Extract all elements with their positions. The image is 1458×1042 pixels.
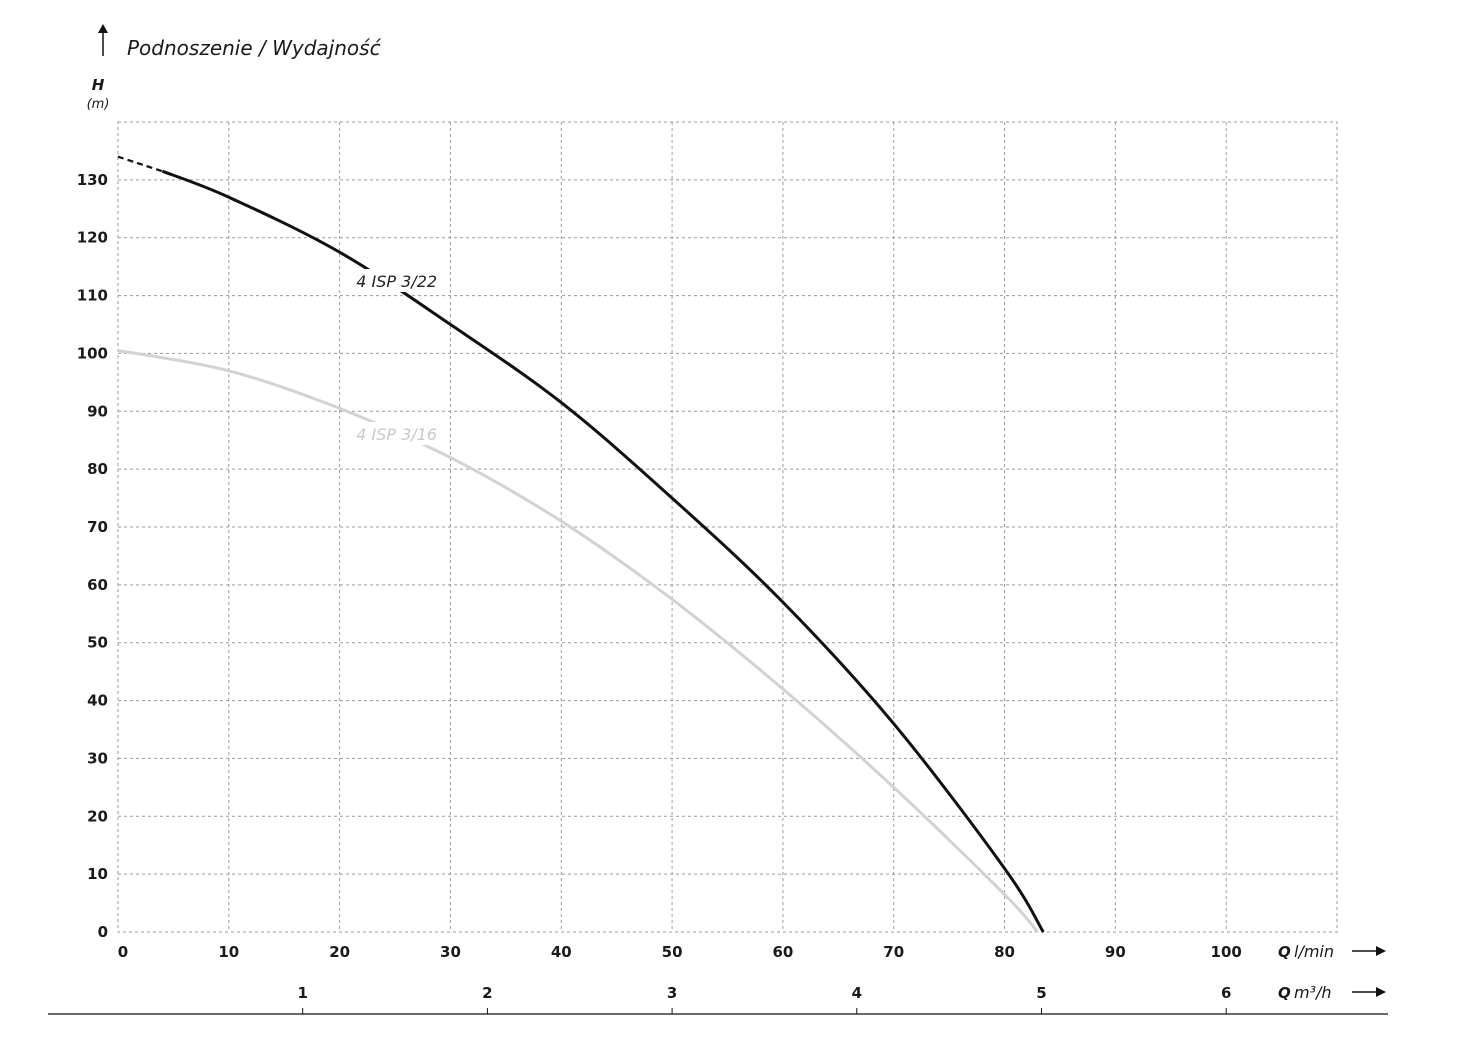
x-tick-label: 60	[772, 943, 793, 961]
y-axis-label: H	[92, 76, 105, 94]
y-tick-label: 0	[98, 923, 108, 941]
x-gridlines	[228, 122, 1227, 932]
y-tick-label: 90	[87, 402, 108, 420]
series-label-bg	[352, 422, 441, 445]
y-tick-label: 100	[77, 344, 108, 362]
right-arrow-head-icon-2	[1376, 987, 1386, 997]
x2-tick-label: 3	[667, 984, 677, 1002]
up-arrow-head-icon	[98, 24, 108, 33]
chart-title: Podnoszenie / Wydajność	[127, 36, 382, 60]
y-tick-label: 10	[87, 865, 108, 883]
x-tick-label: 10	[218, 943, 239, 961]
y-tick-label: 130	[77, 171, 108, 189]
x2-tick-label: 4	[852, 984, 862, 1002]
x2-axis-unit: m³/h	[1294, 983, 1332, 1002]
x2-tick-label: 5	[1036, 984, 1046, 1002]
x-axis-unit: l/min	[1294, 942, 1334, 961]
right-arrow-head-icon	[1376, 946, 1386, 956]
x-tick-label: 30	[440, 943, 461, 961]
x-tick-label: 70	[883, 943, 904, 961]
y-tick-label: 20	[87, 807, 108, 825]
y-tick-label: 110	[77, 287, 108, 305]
series-4-isp-3-22	[117, 155, 1045, 933]
secondary-tick-labels: 1 2 3 4 5 6	[297, 984, 1231, 1014]
y-tick-label: 120	[77, 229, 108, 247]
x2-axis-q-label: Q	[1278, 984, 1291, 1002]
y-tick-label: 80	[87, 460, 108, 478]
x-tick-label: 100	[1211, 943, 1242, 961]
series-dashed-segment	[117, 155, 163, 173]
series-line	[117, 349, 1039, 933]
series-label-bg	[352, 269, 441, 292]
y-tick-labels: 0 10 20 30 40 50 60 70 80 90 100 110 120 130	[77, 171, 108, 941]
y-tick-label: 50	[87, 634, 108, 652]
series-layer: 4 ISP 3/22 4 ISP 3/16	[117, 155, 1045, 933]
series-line	[161, 169, 1045, 933]
series-label-4-isp-3-22: 4 ISP 3/22	[356, 272, 437, 291]
y-tick-label: 40	[87, 692, 108, 710]
x2-tick-label: 6	[1221, 984, 1231, 1002]
x-tick-label: 20	[329, 943, 350, 961]
x-tick-labels: 0 10 20 30 40 50 60 70 80 90 100	[118, 943, 1242, 961]
y-axis-unit: (m)	[87, 97, 110, 112]
y-tick-label: 60	[87, 576, 108, 594]
series-label-4-isp-3-16: 4 ISP 3/16	[356, 425, 437, 444]
y-tick-label: 70	[87, 518, 108, 536]
y-tick-label: 30	[87, 749, 108, 767]
x-tick-label: 80	[994, 943, 1015, 961]
x-tick-label: 40	[551, 943, 572, 961]
y-gridlines	[118, 179, 1337, 875]
x2-tick-label: 2	[482, 984, 492, 1002]
x-tick-label: 0	[118, 943, 128, 961]
x-tick-label: 90	[1105, 943, 1126, 961]
x2-tick-label: 1	[297, 984, 307, 1002]
x-tick-label: 50	[662, 943, 683, 961]
series-4-isp-3-16	[117, 349, 1039, 933]
x-axis-q-label: Q	[1278, 943, 1291, 961]
